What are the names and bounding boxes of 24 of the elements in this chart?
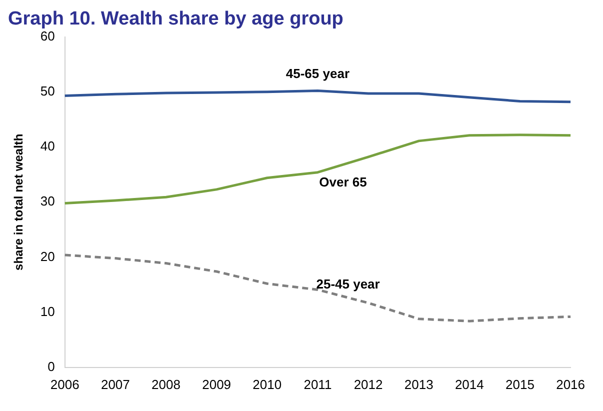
y-tick-label: 40	[40, 138, 55, 154]
x-tick-label: 2008	[152, 376, 180, 392]
y-tick-label: 20	[40, 248, 55, 264]
x-tick-label: 2007	[100, 376, 130, 392]
y-tick-label: 60	[40, 28, 55, 44]
y-tick-label: 50	[40, 83, 55, 98]
x-tick-label: 2009	[202, 376, 232, 392]
y-tick-label: 30	[40, 194, 55, 209]
x-tick-label: 2010	[252, 376, 282, 392]
y-tick-label: 0	[48, 358, 55, 374]
x-tick-label: 2006	[50, 376, 80, 392]
x-tick-label: 2016	[556, 376, 585, 392]
line-series	[64, 254, 572, 322]
y-tick-label: 10	[40, 304, 55, 319]
y-axis-title: share in total net wealth	[12, 134, 26, 270]
x-tick-label: 2014	[454, 376, 484, 392]
series-label: 45-65 year	[286, 66, 350, 81]
x-tick-label: 2011	[304, 376, 332, 392]
x-tick-label: 2013	[404, 376, 434, 392]
series-label: 25-45 year	[316, 276, 380, 292]
x-tick-label: 2015	[506, 376, 534, 392]
chart-title: Graph 10. Wealth share by age group	[8, 8, 344, 30]
x-tick-label: 2012	[354, 376, 383, 392]
series-label: Over 65	[319, 174, 367, 190]
